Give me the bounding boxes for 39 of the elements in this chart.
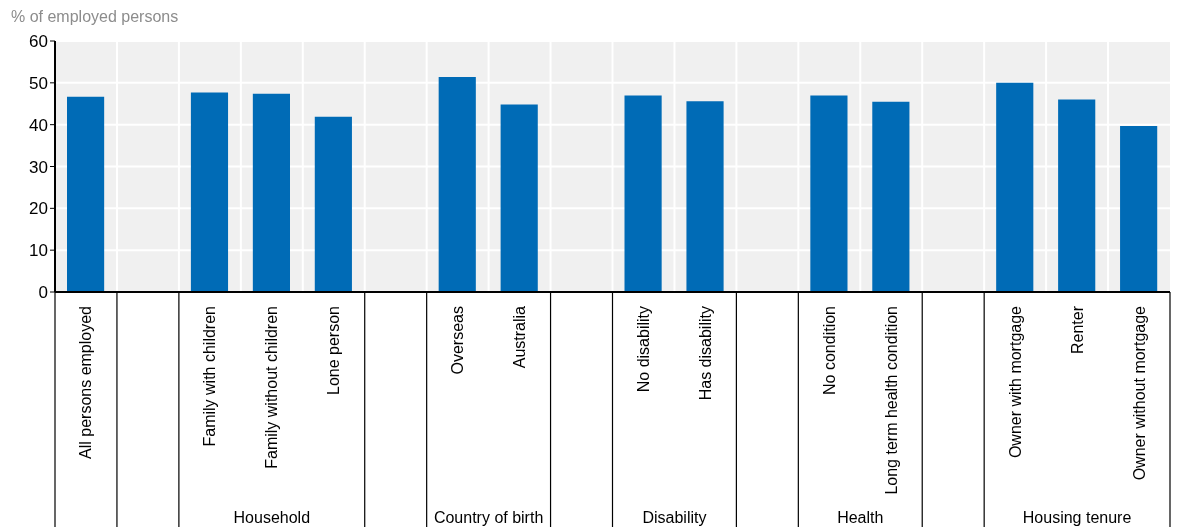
bar [810,95,848,292]
bar [252,93,290,292]
bar [314,116,352,292]
bar [624,95,662,292]
x-tick-label: Long term health condition [882,306,900,495]
text: Country of birth [433,509,544,526]
x-tick-label: Has disability [696,306,714,401]
x-tick-label: All persons employed [77,306,95,459]
bar [872,101,910,292]
text: Health [837,509,884,526]
x-tick-label: Owner with mortgage [1006,305,1024,459]
bar [686,101,724,292]
text: Disability [642,509,707,526]
y-tick-label: 20 [29,199,48,219]
bar [1120,125,1158,292]
bar [1058,99,1096,292]
bar [67,96,105,292]
y-tick-label: 50 [29,73,48,93]
x-tick-label: Renter [1068,305,1086,355]
x-tick-label: Owner without mortgage [1130,305,1148,481]
text: Housing tenure [1022,509,1132,526]
x-tick-label: No disability [634,306,652,393]
y-tick-label: 0 [38,283,48,303]
bar [500,104,538,292]
y-tick-label: 60 [29,32,48,52]
x-tick-label: Family with children [201,306,219,447]
x-tick-label: Australia [511,305,529,369]
text: Household [233,509,311,526]
bar [996,82,1034,292]
y-tick-label: 10 [29,241,48,261]
x-tick-label: No condition [820,306,838,395]
bar [190,92,229,292]
x-tick-label: Family without children [263,306,281,469]
y-axis-title: % of employed persons [11,8,179,26]
y-tick-label: 30 [29,157,48,177]
y-tick-label: 40 [29,115,48,135]
x-tick-label: Overseas [449,306,467,375]
bar [438,76,476,292]
x-tick-label: Lone person [325,306,343,395]
